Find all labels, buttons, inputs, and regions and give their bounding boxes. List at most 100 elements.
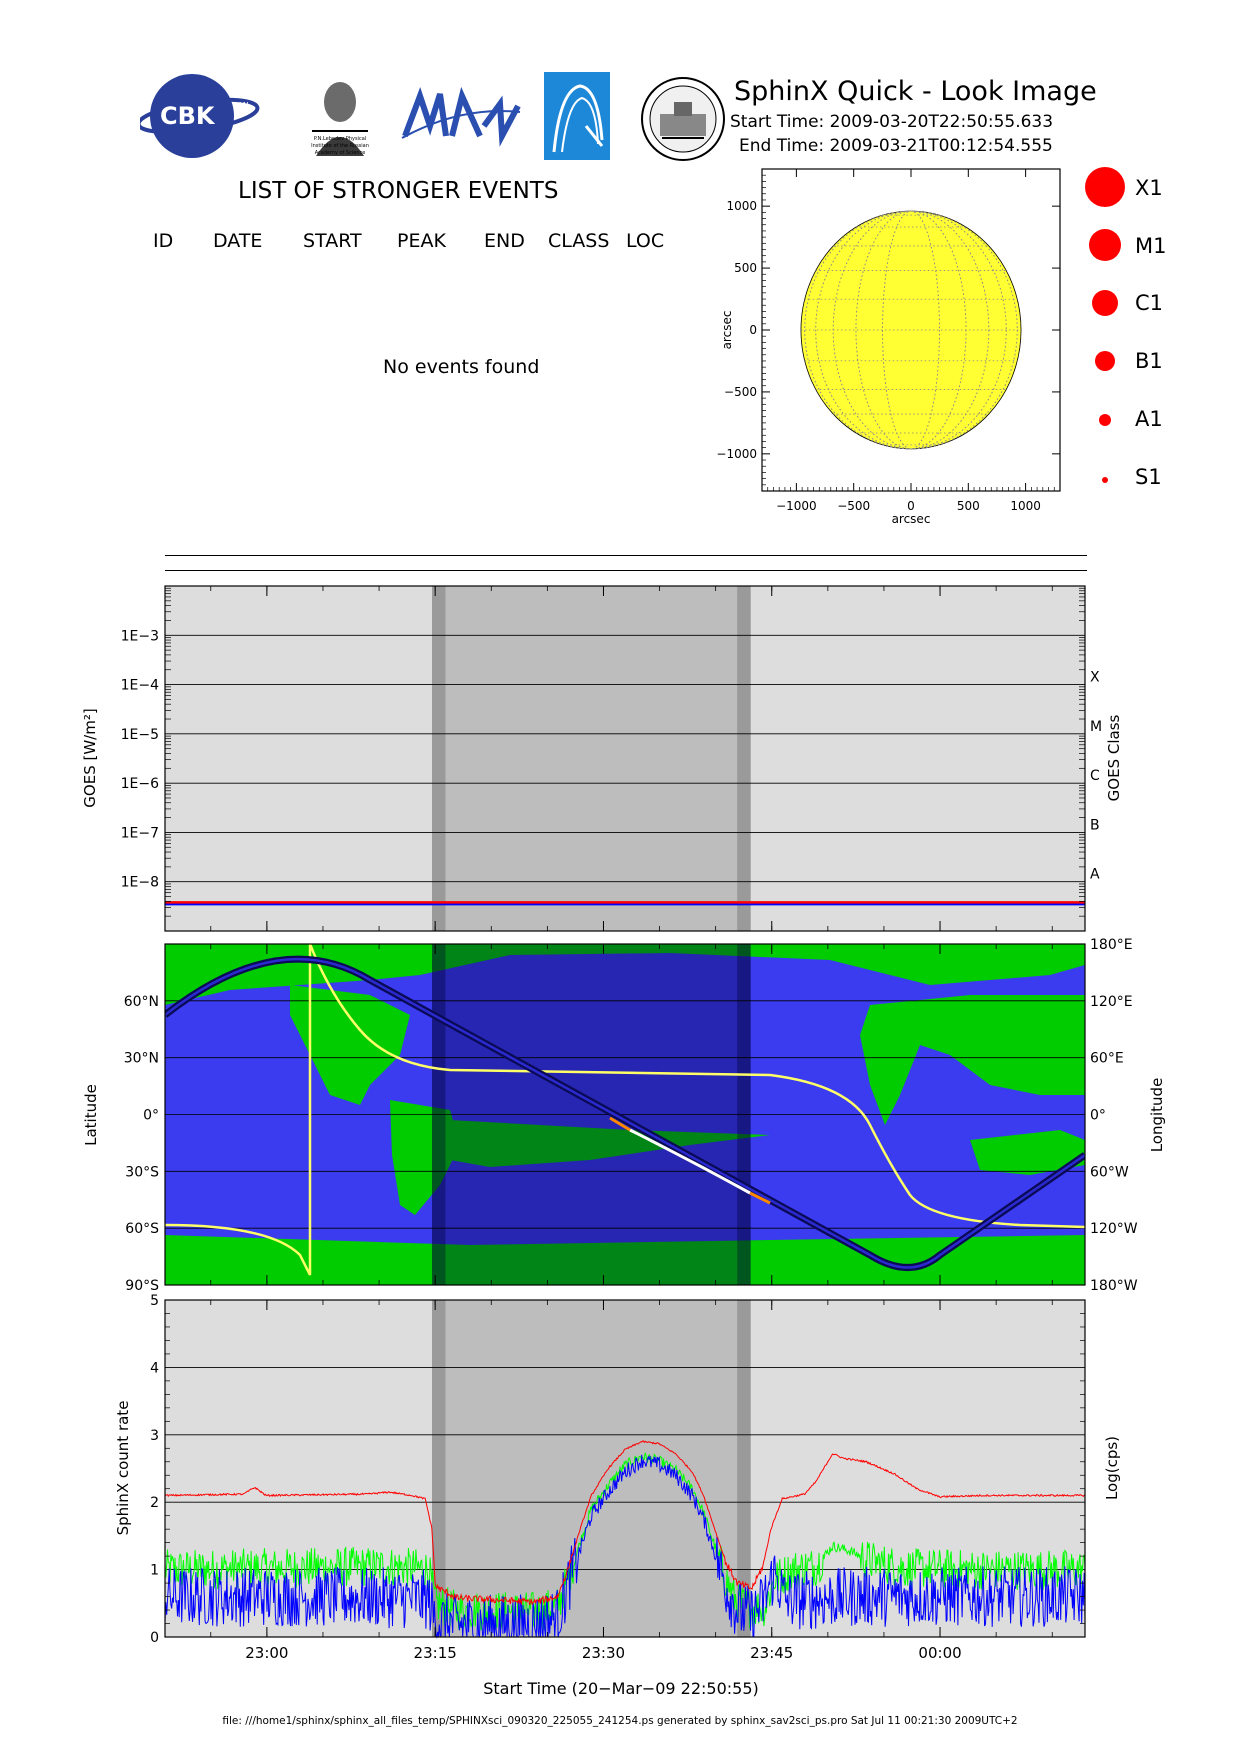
- goes-class-tick-label: A: [1090, 867, 1100, 883]
- flare-scale-m1: M1: [1089, 229, 1166, 261]
- count-series-line: [164, 1440, 1085, 1606]
- orbit-y-tick-label: 0°: [143, 1108, 159, 1124]
- goes-class-tick-label: X: [1090, 670, 1100, 686]
- sun-x-tick-label: −500: [837, 499, 870, 513]
- count-rate-chart: 0 1 2 3 4 5 23:00 23:15 23:30 23:45 00:00 SphinX c…: [70, 1290, 1170, 1720]
- separator-line: [165, 555, 1087, 556]
- page-title: SphinX Quick - Look Image: [734, 76, 1097, 107]
- sun-map-xlabel: arcsec: [892, 512, 931, 526]
- africa-eurasia-land: [860, 995, 1085, 1125]
- sun-map-chart: −1000 −500 0 500 1000 1000 500 0 −500 −1000 arcse…: [700, 160, 1080, 530]
- eclipse-edge: [737, 1300, 751, 1637]
- satellite-track-inner: [165, 957, 1085, 1269]
- count-series-line: [164, 1452, 1086, 1631]
- eclipse-band: [432, 586, 751, 931]
- sun-y-tick-label: −1000: [716, 447, 757, 461]
- flare-scale-label: C1: [1135, 291, 1163, 315]
- goes-y-tick-label: 1E−3: [121, 628, 159, 644]
- orbit-y-tick-label: 60°S: [125, 1221, 159, 1237]
- sun-y-tick-label: 500: [734, 261, 757, 275]
- orbit-right-tick-label: 120°W: [1090, 1221, 1138, 1237]
- count-x-tick-label: 23:30: [582, 1644, 625, 1662]
- column-header-end: END: [484, 230, 525, 252]
- cbk-pan-logo: CBK PAN: [136, 74, 260, 158]
- orbit-right-tick-label: 60°W: [1090, 1164, 1129, 1180]
- column-header-loc: LOC: [626, 230, 665, 252]
- sun-x-tick-label: 1000: [1010, 499, 1041, 513]
- flare-scale-legend: X1 M1 C1 B1 A1 S1: [1085, 165, 1195, 495]
- svg-text:Academy of Science: Academy of Science: [315, 150, 366, 156]
- count-y-tick-label: 2: [150, 1495, 159, 1511]
- orbit-y-tick-label: 90°S: [125, 1278, 159, 1294]
- land-masses: [165, 944, 1085, 1285]
- orbit-right-tick-label: 180°E: [1090, 937, 1133, 953]
- goes-y-tick-label: 1E−7: [121, 825, 159, 841]
- goes-panel-frame: [164, 585, 1086, 932]
- flare-scale-label: B1: [1135, 349, 1163, 373]
- count-x-tick-label: 23:15: [414, 1644, 457, 1662]
- goes-ylabel: GOES [W/m²]: [81, 708, 99, 807]
- flare-scale-s1: S1: [1102, 465, 1162, 489]
- flare-scale-a1: A1: [1099, 407, 1163, 431]
- column-header-class: CLASS: [548, 230, 610, 252]
- south-america-land: [390, 1100, 460, 1215]
- orbit-map-chart: 60°N 30°N 0° 30°S 60°S 90°S 180°E 120°E 60°E 0° 60…: [70, 935, 1170, 1295]
- svg-text:P.N.Lebedev Physical: P.N.Lebedev Physical: [314, 136, 366, 142]
- eclipse-edge: [432, 1300, 446, 1637]
- count-y-tick-label: 5: [150, 1293, 159, 1309]
- sun-disk: [800, 210, 1022, 450]
- count-panel-frame: [164, 1299, 1086, 1638]
- count-right-label: Log(cps): [1103, 1436, 1121, 1500]
- svg-text:Institute of the Russian: Institute of the Russian: [311, 143, 369, 149]
- count-ylabel: SphinX count rate: [114, 1401, 132, 1536]
- end-time: End Time: 2009-03-21T00:12:54.555: [739, 136, 1053, 156]
- track-intensity-highlight: [629, 1128, 751, 1195]
- events-heading: LIST OF STRONGER EVENTS: [238, 178, 559, 204]
- goes-class-tick-label: M: [1090, 719, 1102, 735]
- flare-scale-x1: X1: [1085, 167, 1163, 207]
- flare-scale-label: M1: [1135, 234, 1166, 258]
- count-x-tick-label: 23:00: [245, 1644, 288, 1662]
- central-land-band: [450, 1120, 770, 1167]
- eclipse-edge: [737, 586, 751, 931]
- cbk-logo-text: CBK: [160, 102, 216, 130]
- count-y-tick-label: 1: [150, 1563, 159, 1579]
- nasa-style-arc-logo: [544, 72, 610, 160]
- orbit-ylabel: Latitude: [82, 1084, 100, 1146]
- sun-y-tick-label: −500: [724, 385, 757, 399]
- goes-flux-chart: 1E−3 1E−4 1E−5 1E−6 1E−7 1E−8 X M C B A GOES [W/m²…: [70, 580, 1170, 940]
- count-series-line: [164, 1454, 1086, 1639]
- goes-class-tick-label: C: [1090, 768, 1100, 784]
- column-header-start: START: [303, 230, 362, 252]
- orbit-right-label: Longitude: [1148, 1078, 1166, 1153]
- count-y-tick-label: 4: [150, 1360, 159, 1376]
- north-america-land: [290, 985, 410, 1105]
- north-polar-land: [165, 944, 1085, 1005]
- footer-file-info: file: ///home1/sphinx/sphinx_all_files_t…: [222, 1715, 1018, 1727]
- logo-strip: CBK PAN P.N.Lebedev Physical Institute o…: [136, 66, 620, 166]
- cbk-logo-subtext: PAN: [233, 101, 249, 110]
- orbit-y-tick-label: 60°N: [124, 994, 159, 1010]
- count-x-tick-label: 23:45: [750, 1644, 793, 1662]
- orbit-right-tick-label: 120°E: [1090, 994, 1133, 1010]
- sun-y-tick-label: 1000: [726, 199, 757, 213]
- mifi-logo: [401, 86, 521, 147]
- university-seal-logo: [640, 76, 726, 162]
- sun-y-tick-label: 0: [749, 323, 757, 337]
- sun-x-tick-label: 500: [957, 499, 980, 513]
- sun-x-tick-label: 0: [907, 499, 915, 513]
- goes-class-label: GOES Class: [1105, 714, 1123, 801]
- flare-scale-label: A1: [1135, 407, 1163, 431]
- count-xlabel: Start Time (20−Mar−09 22:50:55): [483, 1679, 759, 1698]
- flare-scale-label: X1: [1135, 176, 1163, 200]
- goes-y-tick-label: 1E−8: [121, 875, 159, 891]
- separator-line: [165, 570, 1087, 571]
- column-header-date: DATE: [213, 230, 263, 252]
- orbit-right-tick-label: 180°W: [1090, 1278, 1138, 1294]
- lebedev-institute-logo: P.N.Lebedev Physical Institute of the Ru…: [311, 82, 369, 156]
- orbit-panel-frame: [164, 943, 1086, 1286]
- orbit-right-tick-label: 0°: [1090, 1108, 1106, 1124]
- start-time: Start Time: 2009-03-20T22:50:55.633: [730, 112, 1054, 132]
- orbit-y-tick-label: 30°S: [125, 1164, 159, 1180]
- column-header-peak: PEAK: [397, 230, 446, 252]
